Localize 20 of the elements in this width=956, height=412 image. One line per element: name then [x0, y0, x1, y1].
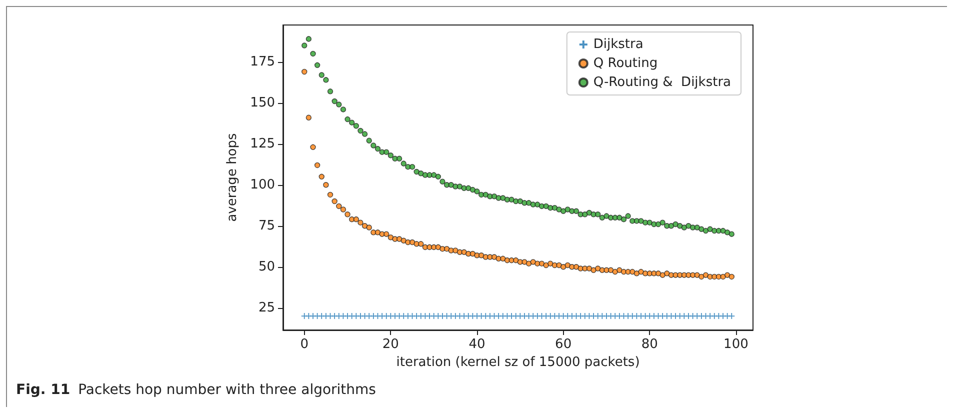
- y-tick-label: 100: [250, 177, 275, 192]
- legend-label: Q-Routing & Dijkstra: [593, 75, 732, 90]
- x-axis-title: iteration (kernel sz of 15000 packets): [396, 354, 640, 370]
- legend-label: Q Routing: [593, 56, 658, 71]
- y-tick-label: 50: [258, 259, 275, 274]
- x-tick-label: 100: [724, 337, 748, 352]
- y-tick-label: 125: [250, 136, 275, 152]
- caption: Fig. 11: [16, 382, 70, 398]
- x-tick-label: 40: [468, 337, 486, 352]
- x-tick-label: 20: [382, 337, 399, 352]
- legend-label: Dijkstra: [593, 37, 644, 52]
- y-tick-label: 175: [250, 54, 275, 70]
- y-axis-title: average hops: [225, 132, 240, 222]
- y-tick-label: 75: [258, 218, 275, 234]
- x-tick-label: 0: [300, 337, 309, 352]
- x-tick-label: 80: [641, 337, 658, 352]
- y-tick-label: 150: [250, 95, 275, 110]
- text: Packets hop number with three algorithms: [78, 382, 376, 398]
- x-tick-label: 60: [555, 337, 572, 352]
- y-tick-label: 25: [258, 300, 275, 316]
